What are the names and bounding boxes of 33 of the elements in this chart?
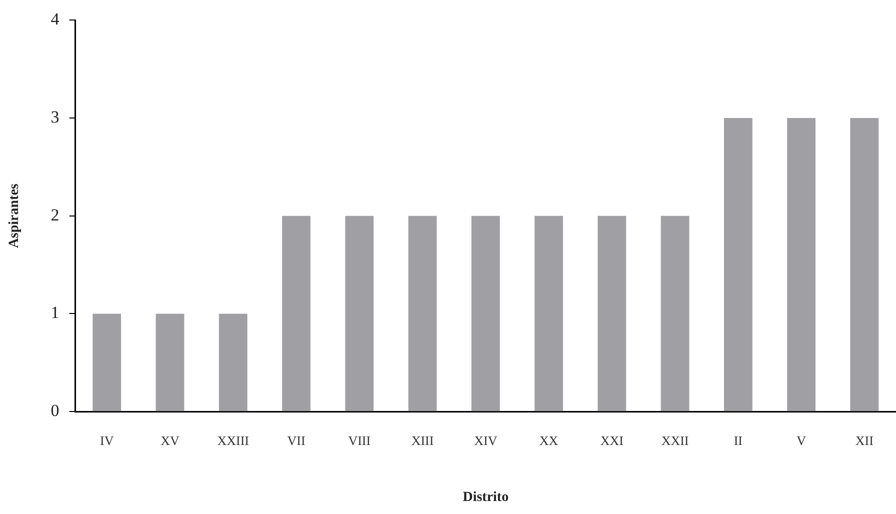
bar (345, 216, 374, 412)
x-tick-label: XIV (474, 432, 498, 448)
x-tick-label: XV (160, 432, 180, 448)
bar (850, 118, 879, 412)
x-tick-label: XXIII (217, 432, 250, 448)
x-tick-label: V (796, 432, 807, 448)
x-tick-label: IV (100, 432, 114, 448)
bar (660, 216, 690, 412)
x-axis-title: Distrito (462, 490, 509, 506)
x-tick-label: VII (287, 432, 306, 448)
x-tick-label: XIII (411, 432, 434, 448)
bar (408, 216, 437, 412)
bar (92, 314, 122, 412)
x-tick-label: XX (539, 432, 559, 448)
bar (471, 216, 500, 412)
y-tick-label: 0 (50, 401, 60, 420)
bar (534, 216, 563, 412)
y-tick-label: 4 (50, 10, 60, 29)
x-tick-label: VIII (348, 432, 371, 448)
bar (598, 216, 626, 412)
bar (282, 216, 310, 412)
x-tick-label: XXII (661, 432, 689, 448)
bar (787, 118, 816, 412)
bar (724, 118, 752, 412)
y-tick-label: 1 (50, 303, 60, 322)
x-tick-label: XII (855, 432, 874, 448)
bar (218, 314, 248, 412)
y-axis-title: Aspirantes (7, 183, 22, 248)
y-tick-label: 3 (50, 108, 60, 127)
x-tick-label: XXI (600, 432, 624, 448)
bar (156, 314, 184, 412)
x-tick-label: II (734, 432, 743, 448)
y-tick-label: 2 (50, 205, 60, 224)
